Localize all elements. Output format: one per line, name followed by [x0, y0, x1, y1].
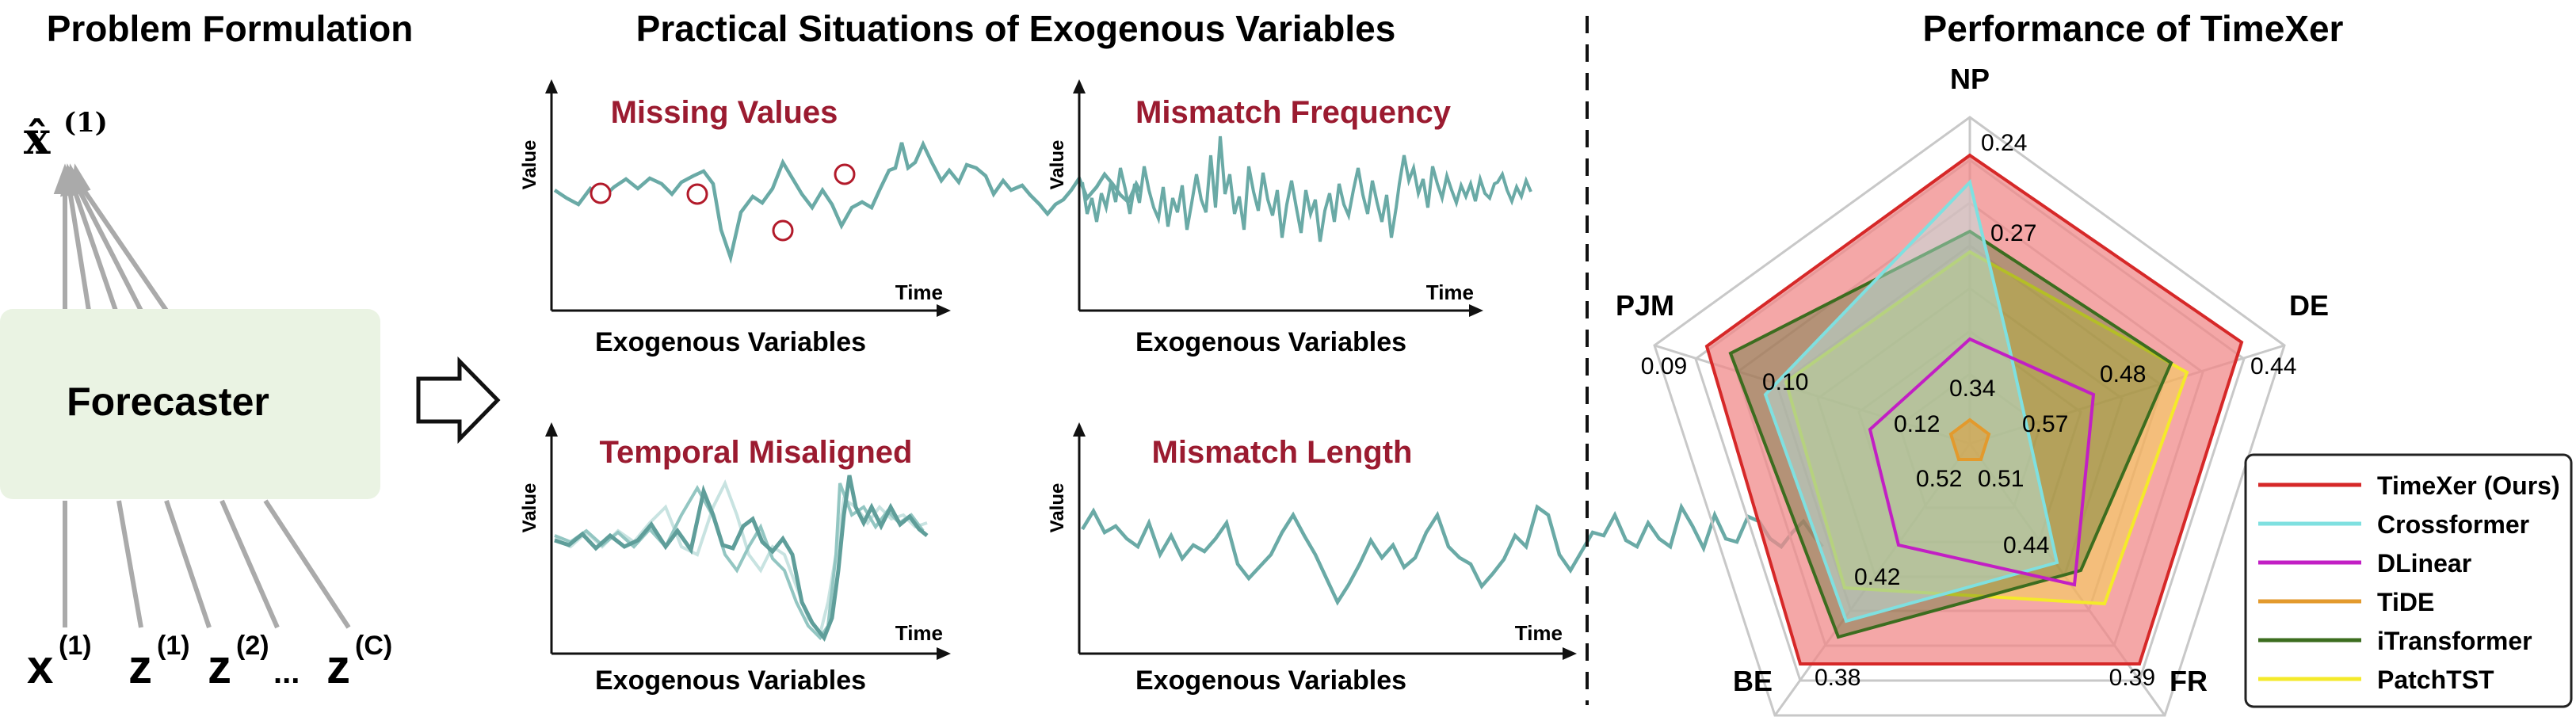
practical-situations-title: Practical Situations of Exogenous Variab… [636, 8, 1396, 49]
input-variables: x (1) z (1) z (2) ... z (C) [27, 631, 392, 693]
forecast-output-label: x̂ (1) [24, 107, 108, 165]
inner-label: 0.34 [1949, 376, 1995, 402]
series-patchtst [1784, 250, 2189, 606]
axis-label-np: NP [1950, 63, 1990, 95]
axis-label-pjm: PJM [1616, 289, 1674, 322]
radar-chart: NP DE FR BE PJM 0.24 0.44 0.39 0.38 0.09… [1616, 63, 2329, 717]
panel-1-ylabel: Value [519, 140, 540, 190]
legend-label: DLinear [2377, 549, 2471, 578]
panel-1-series [553, 139, 1143, 265]
input-x1-base: x [27, 640, 53, 693]
legend: TimeXer (Ours) Crossformer DLinear TiDE … [2244, 453, 2573, 708]
input-zC-sup: (C) [355, 631, 392, 661]
panel-2-xlabel: Time [1426, 280, 1474, 304]
panel-temporal-misaligned: Value Time Temporal Misaligned Exogenous… [519, 422, 951, 696]
series-crossformer [1763, 178, 2059, 624]
radar-title: Performance of TimeXer [1923, 8, 2344, 49]
panel-3-title: Temporal Misaligned [600, 435, 913, 470]
inner-label: 0.27 [1990, 220, 2036, 246]
panel-3-ylabel: Value [519, 483, 540, 533]
problem-formulation-title: Problem Formulation [47, 8, 414, 49]
legend-entry: DLinear [2258, 549, 2471, 578]
inner-label: 0.57 [2022, 411, 2068, 437]
series-dlinear [1868, 337, 2096, 587]
legend-entry: iTransformer [2258, 627, 2532, 655]
panel-4-series [1081, 502, 1824, 606]
legend-entry: Crossformer [2258, 510, 2529, 539]
output-arrows [53, 163, 169, 312]
inner-label: 0.52 [1916, 466, 1962, 492]
forecaster-label: Forecaster [67, 379, 269, 424]
legend-label: PatchTST [2377, 666, 2494, 694]
panel-3-xlabel: Time [895, 621, 943, 645]
legend-entry: TimeXer (Ours) [2258, 471, 2560, 500]
legend-label: Crossformer [2377, 510, 2529, 539]
panel-2-title: Mismatch Frequency [1135, 95, 1452, 130]
legend-entry: TiDE [2258, 588, 2434, 616]
input-lines [63, 499, 351, 629]
outer-value-de: 0.44 [2250, 353, 2296, 379]
inner-label: 0.44 [2003, 532, 2049, 559]
forecaster-box [0, 309, 380, 499]
panel-3-series-faint [554, 479, 928, 638]
input-x1-sup: (1) [59, 631, 92, 661]
legend-label: TiDE [2377, 588, 2434, 616]
inner-label: 0.48 [2100, 361, 2146, 387]
panel-4-caption: Exogenous Variables [1135, 666, 1406, 696]
input-z2-sup: (2) [236, 631, 269, 661]
panel-3-series-main [554, 475, 929, 642]
panel-1-title: Missing Values [611, 95, 838, 130]
panel-1-caption: Exogenous Variables [595, 327, 866, 357]
input-z2-base: z [208, 640, 231, 693]
hollow-arrow-icon [416, 356, 501, 444]
panel-3-caption: Exogenous Variables [595, 666, 866, 696]
panel-mismatch-frequency: Value Time Mismatch Frequency Exogenous … [1047, 79, 1532, 357]
missing-marker [772, 219, 794, 242]
panel-4-title: Mismatch Length [1152, 435, 1413, 470]
axis-label-fr: FR [2170, 665, 2208, 697]
outer-value-np: 0.24 [1981, 130, 2027, 156]
missing-marker [834, 163, 856, 185]
series-tide [1948, 418, 1991, 461]
axis-label-de: DE [2289, 289, 2329, 322]
output-symbol: x̂ [24, 113, 51, 165]
legend-box [2244, 453, 2573, 708]
panel-1-xlabel: Time [895, 280, 943, 304]
legend-label: TimeXer (Ours) [2377, 471, 2560, 500]
panel-3-series-mid [554, 482, 925, 641]
panel-4-ylabel: Value [1047, 483, 1068, 533]
input-zC-base: z [326, 640, 350, 693]
inner-label: 0.10 [1762, 369, 1808, 395]
panel-mismatch-length: Value Time Mismatch Length Exogenous Var… [1047, 422, 1824, 696]
input-ellipsis: ... [273, 655, 300, 690]
panel-missing-values: Value Time Missing Values Exogenous Vari… [519, 79, 1143, 357]
outer-value-fr: 0.39 [2109, 665, 2155, 691]
inner-label: 0.42 [1854, 564, 1900, 590]
series-timexer [1704, 153, 2244, 666]
legend-entry: PatchTST [2258, 666, 2494, 694]
inner-label: 0.12 [1894, 411, 1940, 437]
input-z1-base: z [128, 640, 152, 693]
output-superscript: (1) [63, 107, 108, 139]
outer-value-be: 0.38 [1815, 665, 1860, 691]
legend-label: iTransformer [2377, 627, 2532, 655]
inner-label: 0.51 [1978, 466, 2024, 492]
panel-2-caption: Exogenous Variables [1135, 327, 1406, 357]
outer-value-pjm: 0.09 [1641, 353, 1687, 379]
panel-2-series [1081, 135, 1532, 242]
input-z1-sup: (1) [157, 631, 190, 661]
panel-2-ylabel: Value [1047, 140, 1068, 190]
axis-label-be: BE [1733, 665, 1773, 697]
missing-marker [686, 183, 708, 205]
panel-4-xlabel: Time [1515, 621, 1563, 645]
missing-marker [590, 182, 612, 204]
